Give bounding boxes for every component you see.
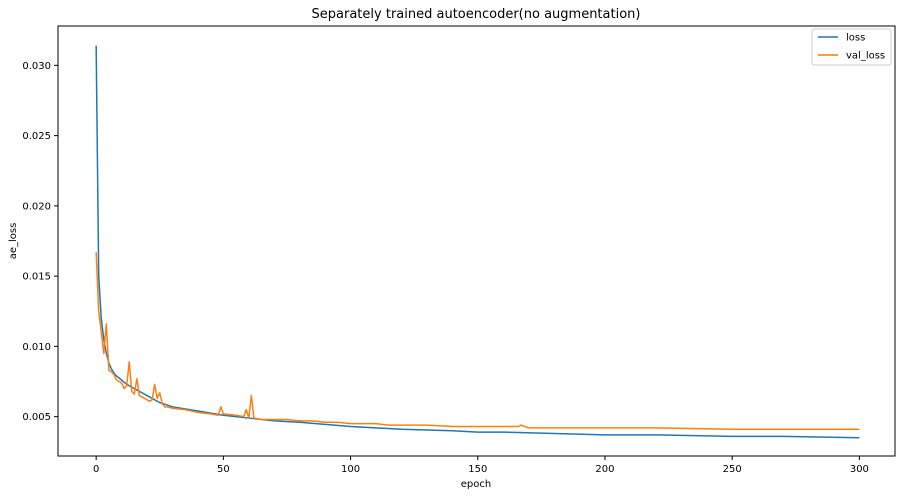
chart-title: Separately trained autoencoder(no augmen…	[312, 7, 641, 22]
plot-area-frame	[57, 25, 896, 457]
legend-label-val-loss: val_loss	[846, 51, 885, 62]
x-tick-label: 100	[341, 464, 360, 475]
legend-label-loss: loss	[846, 33, 865, 44]
legend-box	[811, 28, 892, 66]
y-tick-label: 0.005	[22, 412, 51, 423]
y-axis-ticks: 0.005 0.010 0.015 0.020 0.025 0.030	[22, 61, 58, 423]
x-tick-label: 0	[93, 464, 99, 475]
y-tick-label: 0.025	[22, 131, 51, 142]
series-line-val-loss	[95, 252, 860, 431]
x-tick-label: 300	[850, 464, 869, 475]
x-axis-ticks: 0 50 100 150 200 250 300	[93, 456, 869, 475]
y-tick-label: 0.015	[22, 272, 51, 283]
y-tick-label: 0.010	[22, 342, 51, 353]
y-tick-label: 0.020	[22, 201, 51, 212]
y-axis-label: ae_loss	[8, 223, 19, 260]
x-tick-label: 250	[723, 464, 742, 475]
series-layer	[95, 45, 860, 439]
y-tick-label: 0.030	[22, 61, 51, 72]
x-axis-label: epoch	[461, 479, 491, 490]
x-tick-label: 50	[217, 464, 230, 475]
legend: loss val_loss	[811, 28, 892, 66]
x-tick-label: 200	[595, 464, 614, 475]
x-tick-label: 150	[468, 464, 487, 475]
